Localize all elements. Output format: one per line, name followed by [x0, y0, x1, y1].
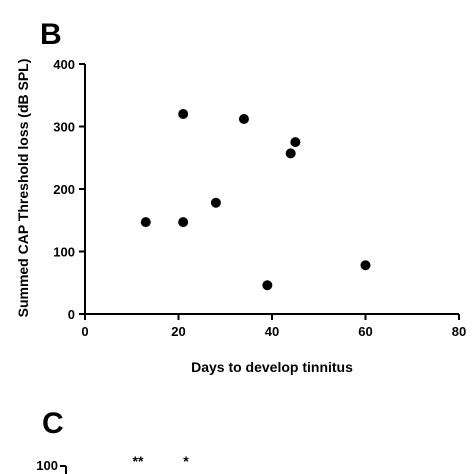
data-point	[285, 148, 296, 159]
y-tick-label: 0	[68, 307, 75, 322]
x-tick-label: 60	[358, 324, 372, 339]
x-tick-label: 80	[452, 324, 466, 339]
y-axis-ticks: 0 100 200 300 400	[53, 57, 85, 322]
data-point	[178, 217, 189, 228]
y-tick-label: 200	[53, 182, 75, 197]
data-point	[262, 280, 273, 291]
data-point	[178, 109, 189, 119]
panel-c-y-tick: 100	[36, 458, 58, 473]
y-axis-title: Summed CAP Threshold loss (dB SPL)	[15, 59, 31, 318]
x-tick-label: 0	[81, 324, 88, 339]
x-axis-ticks: 0 20 40 60 80	[81, 314, 466, 339]
panel-letter-c: C	[42, 407, 64, 440]
data-point	[238, 114, 249, 124]
y-tick-label: 300	[53, 120, 75, 135]
panel-letter-b: B	[40, 18, 62, 51]
data-point	[290, 137, 301, 148]
scatter-plot: Summed CAP Threshold loss (dB SPL) Days …	[15, 57, 466, 375]
y-tick-label: 100	[53, 245, 75, 260]
x-axis-title: Days to develop tinnitus	[191, 359, 353, 375]
significance-mark-2: *	[183, 453, 189, 469]
axes	[84, 64, 459, 315]
x-tick-label: 40	[265, 324, 279, 339]
data-point	[360, 260, 371, 271]
data-point	[140, 217, 151, 228]
y-tick-label: 400	[53, 57, 75, 72]
data-point	[210, 197, 221, 208]
x-tick-label: 20	[171, 324, 185, 339]
significance-mark-1: **	[133, 453, 144, 469]
data-points	[140, 109, 371, 291]
